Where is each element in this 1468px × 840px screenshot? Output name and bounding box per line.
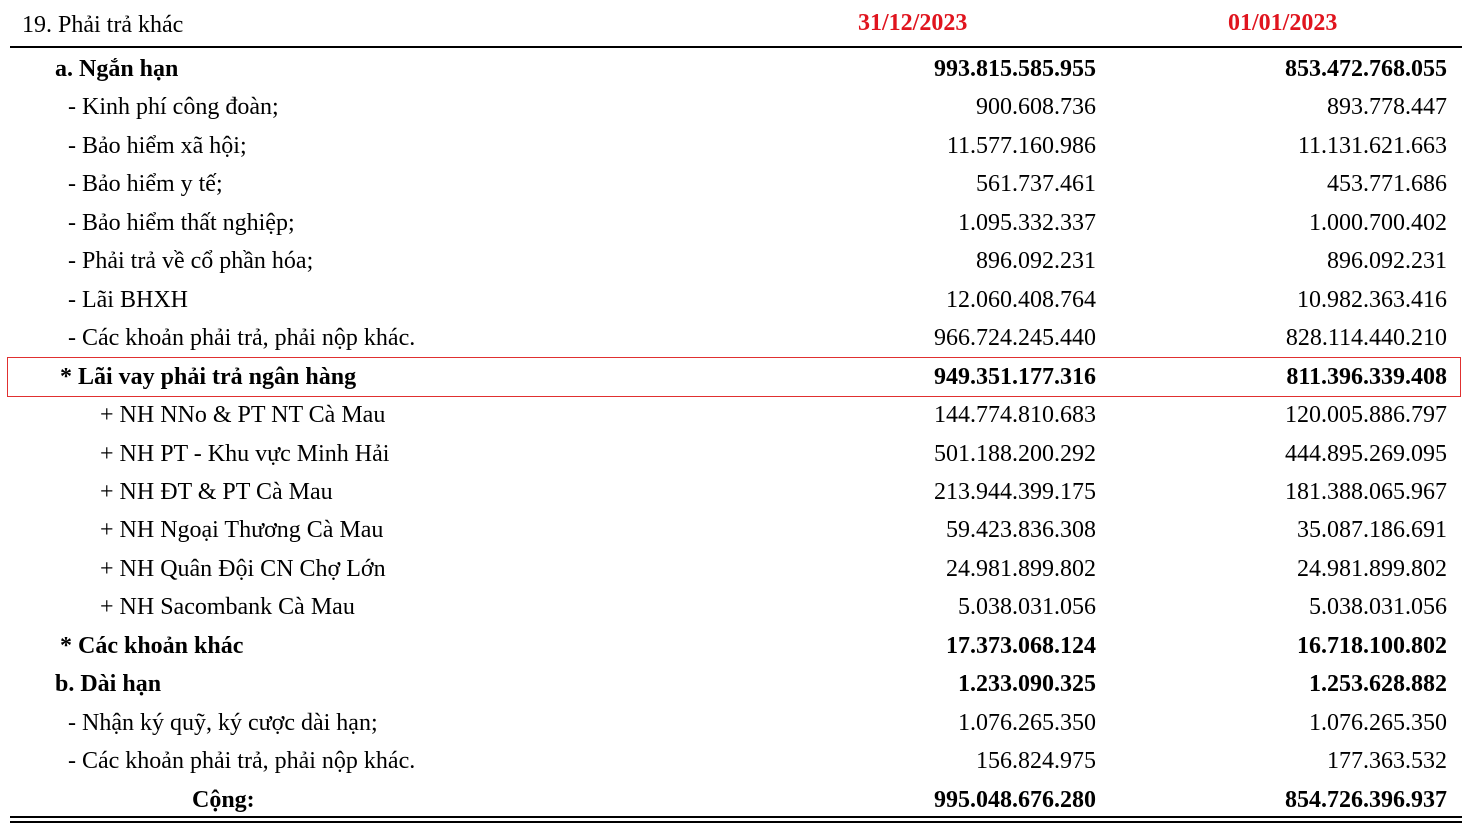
table-row: - Lãi BHXH 12.060.408.764 10.982.363.416: [0, 281, 1468, 319]
value-2023-01: 811.396.339.408: [1286, 363, 1447, 390]
row-label: - Lãi BHXH: [68, 286, 188, 313]
value-2023-12: 213.944.399.175: [934, 478, 1096, 505]
value-2023-01: 893.778.447: [1327, 94, 1447, 121]
value-2023-12: 156.824.975: [976, 748, 1096, 775]
value-2023-01: 16.718.100.802: [1297, 632, 1447, 659]
value-2023-01: 896.092.231: [1327, 248, 1447, 275]
value-2023-01: 853.472.768.055: [1285, 56, 1447, 82]
value-2023-01: 11.131.621.663: [1297, 132, 1447, 159]
value-2023-12: 896.092.231: [976, 248, 1096, 275]
table-row: * Các khoản khác 17.373.068.124 16.718.100…: [0, 627, 1468, 665]
row-label: - Các khoản phải trả, phải nộp khác.: [68, 325, 416, 352]
section-title: 19. Phải trả khác: [22, 12, 184, 38]
table-row: - Bảo hiểm y tế; 561.737.461 453.771.686: [0, 165, 1468, 203]
row-label: * Lãi vay phải trả ngân hàng: [60, 363, 357, 390]
row-label: + NH PT - Khu vực Minh Hải: [100, 440, 390, 467]
table-row: - Kinh phí công đoàn; 900.608.736 893.778.…: [0, 88, 1468, 126]
value-2023-12: 12.060.408.764: [946, 286, 1096, 313]
row-label: + NH Quân Đội CN Chợ Lớn: [100, 555, 386, 582]
value-2023-12: 5.038.031.056: [958, 594, 1096, 621]
value-2023-01: 1.253.628.882: [1309, 671, 1447, 698]
column-header: 01/01/2023: [1228, 10, 1338, 36]
value-2023-01: 1.076.265.350: [1309, 709, 1447, 736]
row-label: - Các khoản phải trả, phải nộp khác.: [68, 748, 416, 775]
value-2023-01: 181.388.065.967: [1285, 478, 1447, 505]
table-row: + NH ĐT & PT Cà Mau 213.944.399.175 181.38…: [0, 473, 1468, 511]
value-2023-01: 10.982.363.416: [1297, 286, 1447, 313]
value-2023-01: 828.114.440.210: [1285, 325, 1447, 352]
value-2023-12: 24.981.899.802: [946, 555, 1096, 582]
table-row: - Bảo hiểm thất nghiệp; 1.095.332.337 1.00…: [0, 204, 1468, 242]
row-label: - Nhận ký quỹ, ký cược dài hạn;: [68, 709, 378, 736]
table-row: - Nhận ký quỹ, ký cược dài hạn; 1.076.265…: [0, 704, 1468, 742]
table-row: - Bảo hiểm xã hội; 11.577.160.986 11.131.6…: [0, 127, 1468, 165]
row-label: - Bảo hiểm xã hội;: [68, 132, 247, 159]
row-label: - Bảo hiểm y tế;: [68, 171, 223, 198]
table-row: + NH Quân Đội CN Chợ Lớn 24.981.899.802 24…: [0, 550, 1468, 588]
row-label: * Các khoản khác: [60, 632, 244, 659]
table-row: a. Ngắn hạn 993.815.585.955 853.472.768.05…: [0, 50, 1468, 88]
value-2023-01: 120.005.886.797: [1285, 402, 1447, 429]
bottom-rule: [10, 821, 1462, 823]
value-2023-12: 144.774.810.683: [934, 402, 1096, 429]
table-row: * Lãi vay phải trả ngân hàng 949.351.177.…: [0, 358, 1468, 396]
table-row: Cộng: 995.048.676.280 854.726.396.937: [0, 781, 1468, 819]
value-2023-12: 1.095.332.337: [958, 209, 1096, 236]
row-label: + NH Ngoại Thương Cà Mau: [100, 517, 384, 544]
value-2023-12: 501.188.200.292: [934, 440, 1096, 467]
table-row: - Phải trả về cổ phần hóa; 896.092.231 896…: [0, 242, 1468, 280]
row-label: b. Dài hạn: [55, 671, 162, 698]
table-row: + NH NNo & PT NT Cà Mau 144.774.810.683 12…: [0, 396, 1468, 434]
column-header: 31/12/2023: [858, 10, 968, 36]
value-2023-01: 854.726.396.937: [1285, 786, 1447, 813]
row-label: - Phải trả về cổ phần hóa;: [68, 248, 314, 275]
value-2023-12: 995.048.676.280: [934, 786, 1096, 813]
table-row: + NH Sacombank Cà Mau 5.038.031.056 5.038.…: [0, 588, 1468, 626]
value-2023-01: 453.771.686: [1327, 171, 1447, 198]
value-2023-12: 966.724.245.440: [934, 325, 1096, 352]
value-2023-12: 59.423.836.308: [946, 517, 1096, 544]
table-row: b. Dài hạn 1.233.090.325 1.253.628.882: [0, 665, 1468, 703]
table-row: + NH Ngoại Thương Cà Mau 59.423.836.308 35…: [0, 511, 1468, 549]
value-2023-12: 949.351.177.316: [934, 363, 1096, 390]
value-2023-01: 5.038.031.056: [1309, 594, 1447, 621]
value-2023-12: 993.815.585.955: [934, 56, 1096, 82]
value-2023-01: 1.000.700.402: [1309, 209, 1447, 236]
row-label: - Kinh phí công đoàn;: [68, 94, 279, 121]
value-2023-12: 1.233.090.325: [958, 671, 1096, 698]
value-2023-12: 17.373.068.124: [946, 632, 1096, 659]
table-row: - Các khoản phải trả, phải nộp khác. 966.…: [0, 319, 1468, 357]
row-label: - Bảo hiểm thất nghiệp;: [68, 209, 295, 236]
value-2023-12: 1.076.265.350: [958, 709, 1096, 736]
value-2023-12: 11.577.160.986: [946, 132, 1096, 159]
value-2023-12: 900.608.736: [976, 94, 1096, 121]
value-2023-12: 561.737.461: [976, 171, 1096, 198]
value-2023-01: 444.895.269.095: [1285, 440, 1447, 467]
row-label: a. Ngắn hạn: [55, 56, 179, 82]
value-2023-01: 177.363.532: [1327, 748, 1447, 775]
row-label: + NH ĐT & PT Cà Mau: [100, 478, 333, 505]
value-2023-01: 35.087.186.691: [1297, 517, 1447, 544]
bottom-rule: [10, 816, 1462, 818]
row-label: Cộng:: [192, 786, 255, 813]
value-2023-01: 24.981.899.802: [1297, 555, 1447, 582]
highlight-box: [7, 357, 1461, 397]
row-label: + NH Sacombank Cà Mau: [100, 594, 355, 621]
table-row: - Các khoản phải trả, phải nộp khác. 156.…: [0, 742, 1468, 780]
header-rule: [10, 46, 1462, 48]
row-label: + NH NNo & PT NT Cà Mau: [100, 402, 386, 429]
table-row: + NH PT - Khu vực Minh Hải 501.188.200.29…: [0, 435, 1468, 473]
